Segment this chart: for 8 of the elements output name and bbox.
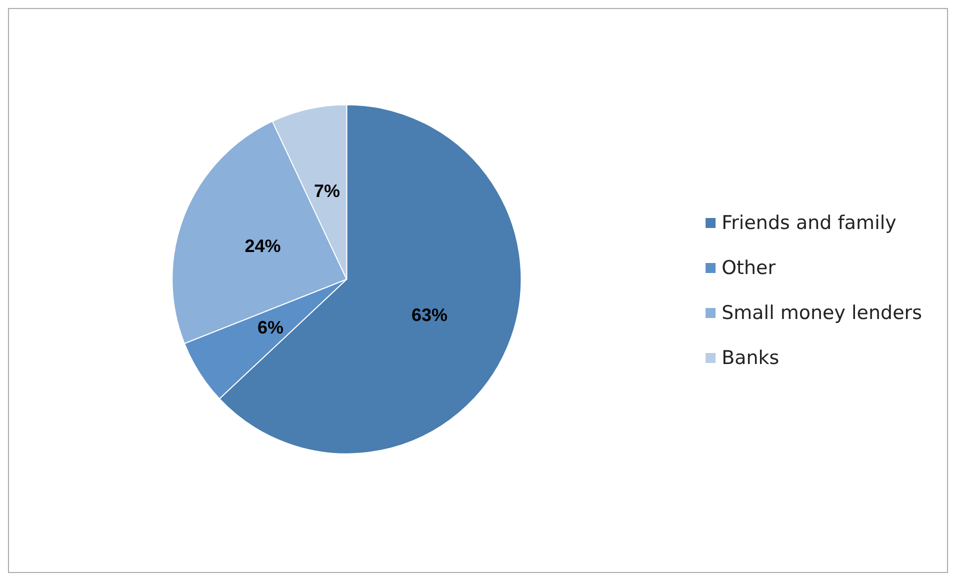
data-label: 7% — [314, 181, 340, 202]
legend-label: Banks — [722, 347, 780, 369]
data-label: 63% — [412, 305, 448, 326]
legend-label: Other — [722, 257, 776, 279]
legend-label: Small money lenders — [722, 302, 922, 324]
legend-label: Friends and family — [722, 212, 896, 234]
data-label: 6% — [257, 318, 284, 338]
data-label: 24% — [244, 236, 281, 256]
